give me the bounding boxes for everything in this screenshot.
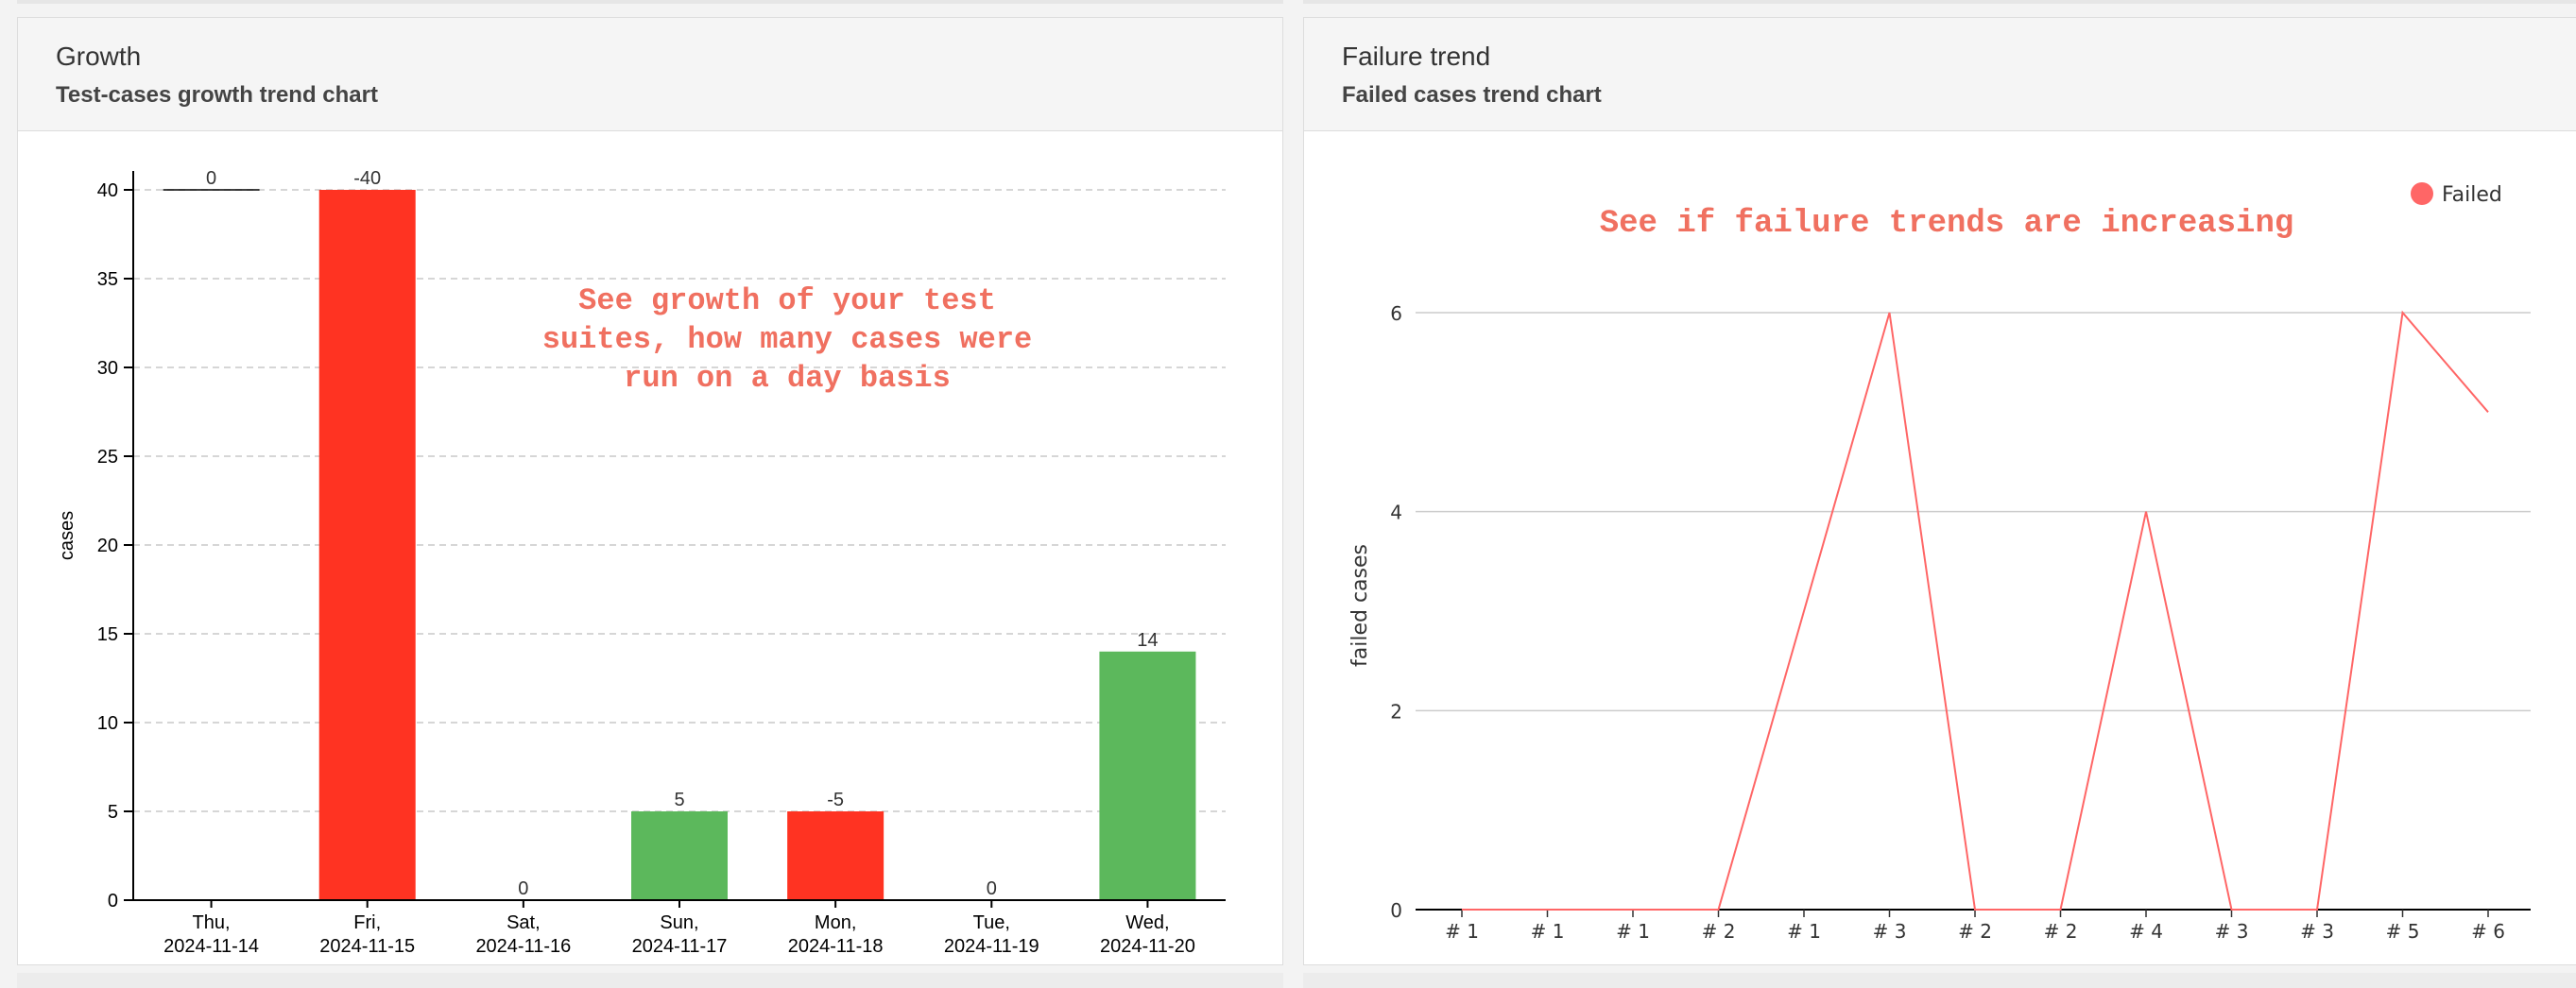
growth-data-label: 5 [674,790,684,810]
failure-x-tick-label: # 5 [2386,920,2420,943]
growth-annotation-line-2: suites, how many cases were [542,322,1032,357]
growth-data-label: 0 [518,878,528,899]
growth-y-tick-label: 25 [97,447,118,468]
growth-y-tick-label: 40 [97,180,118,201]
failure-x-tick-label: # 3 [2300,920,2334,943]
top-edge-right [1303,0,2576,4]
growth-x-tick-date: 2024-11-19 [944,936,1039,957]
failure-x-tick-label: # 3 [2215,920,2249,943]
growth-y-axis-label: cases [57,511,77,560]
growth-x-tick-date: 2024-11-20 [1100,936,1195,957]
growth-bar [787,811,884,900]
growth-data-label: 0 [206,168,216,189]
growth-y-tick-label: 5 [108,802,118,823]
failed-legend-marker [2411,182,2433,205]
failure-panel: Failure trend Failed cases trend chart 0… [1303,17,2576,965]
growth-x-tick-date: 2024-11-16 [475,936,571,957]
failed-series-line [1462,310,2489,911]
failed-legend-label: Failed [2442,183,2502,207]
growth-annotation-line-3: run on a day basis [624,361,951,396]
failure-legend: Failed [2411,182,2502,207]
growth-x-tick-date: 2024-11-17 [632,936,728,957]
failure-x-tick-label: # 2 [2044,920,2078,943]
growth-x-tick-day: Sat, [507,912,541,933]
failure-x-tick-label: # 3 [1873,920,1907,943]
growth-x-tick-day: Mon, [815,912,856,933]
failure-y-axis-label: failed cases [1348,544,1372,667]
growth-y-tick-label: 35 [97,269,118,290]
failure-x-tick-label: # 4 [2129,920,2163,943]
failure-subtitle: Failed cases trend chart [1342,82,1602,108]
growth-subtitle: Test-cases growth trend chart [56,82,378,108]
bottom-edge-right [1303,973,2576,988]
failure-title: Failure trend [1342,42,1491,71]
growth-x-tick-date: 2024-11-14 [163,936,259,957]
growth-data-label: -5 [827,790,844,810]
failure-x-tick-label: # 2 [1958,920,1992,943]
growth-panel-header: Growth Test-cases growth trend chart [18,18,1282,131]
growth-x-tick-date: 2024-11-18 [788,936,884,957]
failure-y-tick-label: 6 [1390,302,1402,325]
growth-x-tick-date: 2024-11-15 [319,936,415,957]
growth-data-label: -40 [353,168,381,189]
growth-y-tick-label: 15 [97,624,118,645]
growth-bar [1099,651,1196,900]
top-edge-left [17,0,1283,4]
failure-y-tick-label: 0 [1390,899,1402,922]
bottom-edge-left [17,973,1283,988]
failure-x-tick-label: # 6 [2471,920,2505,943]
failure-chart: 0 2 4 6 # 1 # 1 # 1 # 2 # 1 # 3 # 2 # 2 # 4 # 3 # 3 # … [1348,182,2531,943]
failure-x-tick-label: # 1 [1445,920,1479,943]
growth-annotation: See growth of your test suites, how many… [542,283,1032,396]
growth-x-tick-day: Tue, [973,912,1010,933]
growth-data-label: 0 [987,878,997,899]
growth-x-tick-day: Thu, [193,912,231,933]
growth-y-tick-label: 10 [97,713,118,734]
failure-x-tick-label: # 2 [1702,920,1736,943]
failure-x-tick-label: # 1 [1531,920,1565,943]
failure-y-tick-label: 2 [1390,700,1402,723]
growth-x-tick-day: Sun, [660,912,698,933]
growth-x-tick-day: Fri, [353,912,381,933]
growth-y-tick-label: 30 [97,358,118,379]
failure-x-tick-label: # 1 [1787,920,1821,943]
growth-chart: 0 5 10 15 20 25 30 35 40 Thu, 2024-11-14 Fri, 2024-… [57,168,1226,957]
growth-x-tick-day: Wed, [1125,912,1169,933]
growth-y-tick-label: 0 [108,891,118,911]
growth-title: Growth [56,42,142,71]
growth-annotation-line-1: See growth of your test [578,283,996,318]
failure-annotation: See if failure trends are increasing [1600,206,2294,242]
failure-panel-header: Failure trend Failed cases trend chart [1304,18,2576,131]
growth-y-tick-label: 20 [97,536,118,556]
growth-bar [631,811,728,900]
growth-panel: Growth Test-cases growth trend chart 0 5 1… [17,17,1283,965]
growth-bar [318,190,416,900]
failure-x-tick-label: # 1 [1616,920,1650,943]
growth-data-label: 14 [1137,630,1158,651]
failure-y-tick-label: 4 [1390,502,1402,524]
